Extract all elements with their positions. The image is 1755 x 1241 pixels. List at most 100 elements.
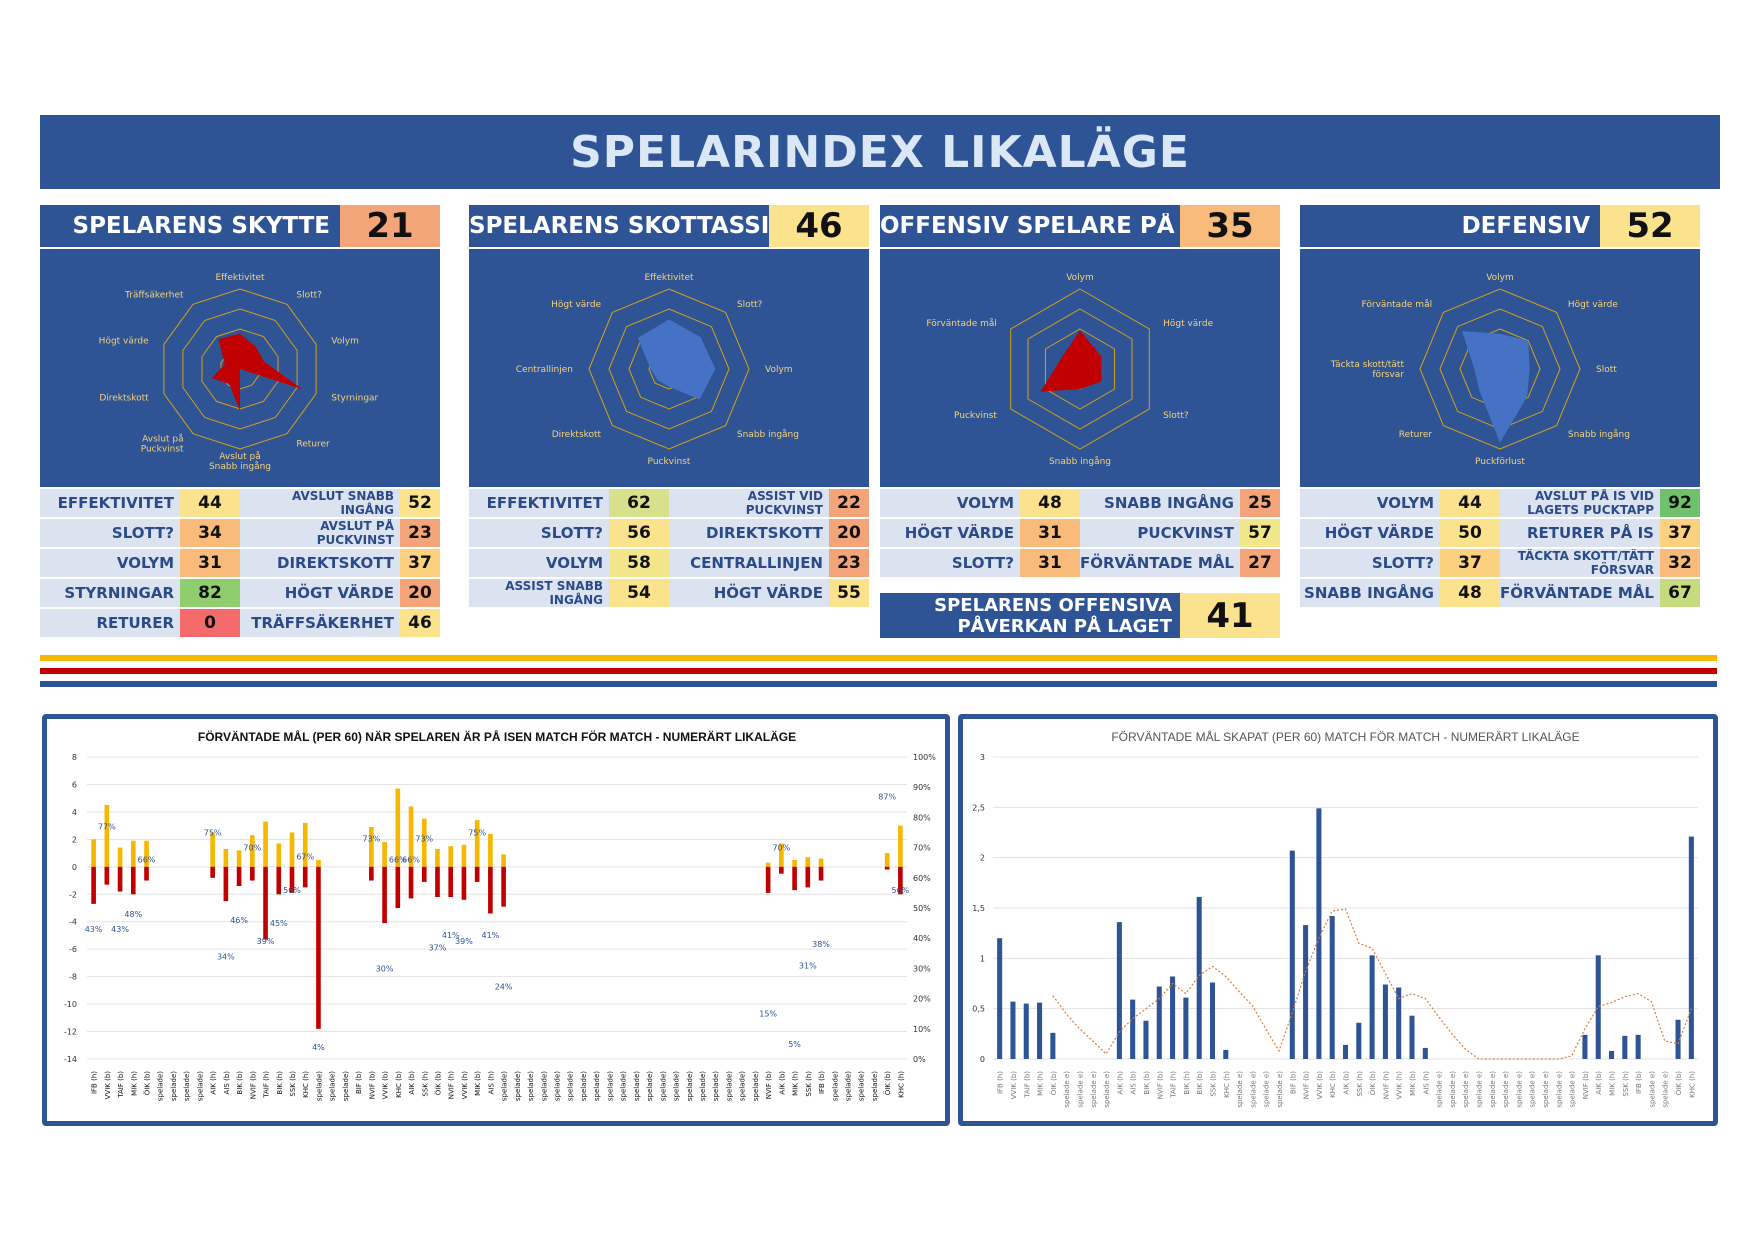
x-tick-label: ÖIK (b) <box>433 1071 442 1096</box>
pct-label: 70% <box>243 844 261 853</box>
pct-label: 39% <box>455 937 473 946</box>
bar <box>1342 1044 1349 1059</box>
stat-value: 55 <box>829 579 869 607</box>
bar-negative <box>421 866 427 882</box>
radar-area <box>637 319 716 400</box>
bar-negative <box>765 866 771 893</box>
x-tick-label: spelade e) <box>1555 1071 1563 1108</box>
impact-label: SPELARENS OFFENSIVA PÅVERKAN PÅ LAGET <box>880 593 1180 638</box>
pct-label: 34% <box>217 952 235 961</box>
stat-label: HÖGT VÄRDE <box>240 579 400 607</box>
bar <box>1675 1019 1681 1059</box>
x-tick-label: NVIF (b) <box>1582 1071 1590 1100</box>
radar-axis-label: Träffsäkerhet <box>124 291 184 301</box>
bar-negative <box>289 866 295 893</box>
x-tick-label: spelade) <box>567 1071 575 1101</box>
y2-tick-label: 50% <box>913 904 931 913</box>
x-tick-label: AIK (b) <box>1595 1071 1603 1095</box>
radar-gridline <box>1044 328 1116 410</box>
bar-negative <box>302 866 308 888</box>
radar-axis-label: Centrallinjen <box>516 365 573 375</box>
x-tick-label: SSK (h) <box>421 1071 429 1097</box>
pct-label: 70% <box>772 844 790 853</box>
x-tick-label: spelade e) <box>1515 1071 1523 1108</box>
bar-positive <box>263 821 268 867</box>
stat-label: VOLYM <box>880 489 1020 517</box>
stat-label: ASSIST VID PUCKVINST <box>669 489 829 517</box>
stat-label: HÖGT VÄRDE <box>669 579 829 607</box>
y-tick-label: 0 <box>980 1055 985 1064</box>
stats-row: SLOTT? 56 DIREKTSKOTT 20 <box>469 519 869 547</box>
x-tick-label: TAIF (b) <box>1023 1071 1031 1099</box>
y-tick-label: 0 <box>72 863 77 872</box>
radar-axis-label: Snabb ingång <box>1568 429 1630 440</box>
bar <box>1170 976 1176 1059</box>
x-tick-label: spelade e) <box>1449 1071 1457 1108</box>
x-tick-label: SSK (h) <box>1356 1071 1364 1097</box>
bar <box>1609 1050 1615 1059</box>
bar-positive <box>421 818 427 867</box>
chart-xg-on-ice: FÖRVÄNTADE MÅL (PER 60) NÄR SPELAREN ÄR … <box>64 729 936 1101</box>
bar-negative <box>276 866 282 895</box>
chart-xg-created: FÖRVÄNTADE MÅL SKAPAT (PER 60) MATCH FÖR… <box>972 729 1698 1108</box>
card-offensiv: OFFENSIV SPELARE PÅ IS 35 Volym Högt värde S… <box>880 205 1280 579</box>
y-tick-label: -12 <box>64 1028 77 1037</box>
stat-value: 62 <box>609 489 669 517</box>
stats-row: VOLYM 58 CENTRALLINJEN 23 <box>469 549 869 577</box>
card-title: SPELARENS SKYTTE <box>72 213 331 239</box>
pct-label: 45% <box>270 919 288 928</box>
x-tick-label: spelade e) <box>1236 1071 1244 1108</box>
x-tick-label: SSK (b) <box>289 1071 297 1097</box>
card-title: SPELARENS SKOTTASSIST <box>469 213 769 239</box>
bar <box>1156 986 1162 1059</box>
x-tick-label: VVIK (h) <box>1396 1071 1404 1100</box>
x-tick-label: VVIK (b) <box>1316 1071 1324 1100</box>
radar-axis-label: Volym <box>765 365 793 375</box>
x-tick-label: BIK (h) <box>276 1071 284 1095</box>
bar <box>1050 1032 1056 1059</box>
stat-label: SLOTT? <box>40 519 180 547</box>
pct-label: 38% <box>812 940 830 949</box>
y-tick-label: -14 <box>64 1055 77 1064</box>
card-title: DEFENSIV <box>1461 213 1590 239</box>
stat-value: 44 <box>1440 489 1500 517</box>
x-tick-label: spelade) <box>752 1071 760 1101</box>
radar-chart: Effektivitet Slott? Volym Styrningar Returer… <box>40 249 440 487</box>
bar-positive <box>779 843 784 867</box>
bar-negative <box>223 866 229 902</box>
bar-negative <box>448 866 454 898</box>
radar-gridline <box>182 308 298 430</box>
x-tick-label: spelade) <box>686 1071 694 1101</box>
bar-positive <box>395 788 401 867</box>
x-tick-label: spelade) <box>342 1071 350 1101</box>
x-tick-label: AIK (b) <box>1343 1071 1351 1095</box>
y-tick-label: 8 <box>72 753 77 762</box>
card-score: 35 <box>1180 205 1280 247</box>
card-skytte: SPELARENS SKYTTE 21 Effektivitet Slott? Voly… <box>40 205 440 639</box>
x-tick-label: spelade) <box>315 1071 323 1101</box>
bar <box>1023 1003 1029 1059</box>
stat-label: FÖRVÄNTADE MÅL <box>1500 579 1660 607</box>
x-tick-label: spelade e) <box>1276 1071 1284 1108</box>
y-tick-label: 2,5 <box>972 803 985 812</box>
stat-label: AVSLUT PÅ PUCKVINST <box>240 519 400 547</box>
x-tick-label: spelade e) <box>1648 1071 1656 1108</box>
x-tick-label: spelade) <box>157 1071 165 1101</box>
stat-label: DIREKTSKOTT <box>669 519 829 547</box>
radar-axis-label: Effektivitet <box>215 273 265 283</box>
x-tick-label: SSK (h) <box>805 1071 813 1097</box>
stats-row: EFFEKTIVITET 44 AVSLUT SNABB INGÅNG 52 <box>40 489 440 517</box>
pct-label: 48% <box>124 910 142 919</box>
bar-negative <box>316 866 321 1029</box>
stat-value: 23 <box>829 549 869 577</box>
x-tick-label: spelade) <box>501 1071 509 1101</box>
pct-label: 41% <box>442 931 460 940</box>
stat-value: 67 <box>1660 579 1700 607</box>
bar-negative <box>779 866 784 874</box>
x-tick-label: MIK (h) <box>1609 1071 1617 1096</box>
stats-row: HÖGT VÄRDE 31 PUCKVINST 57 <box>880 519 1280 547</box>
radar-gridline <box>608 308 730 430</box>
stat-label: SNABB INGÅNG <box>1300 579 1440 607</box>
radar-gridline <box>1419 288 1581 450</box>
divider-yellow <box>40 655 1717 661</box>
